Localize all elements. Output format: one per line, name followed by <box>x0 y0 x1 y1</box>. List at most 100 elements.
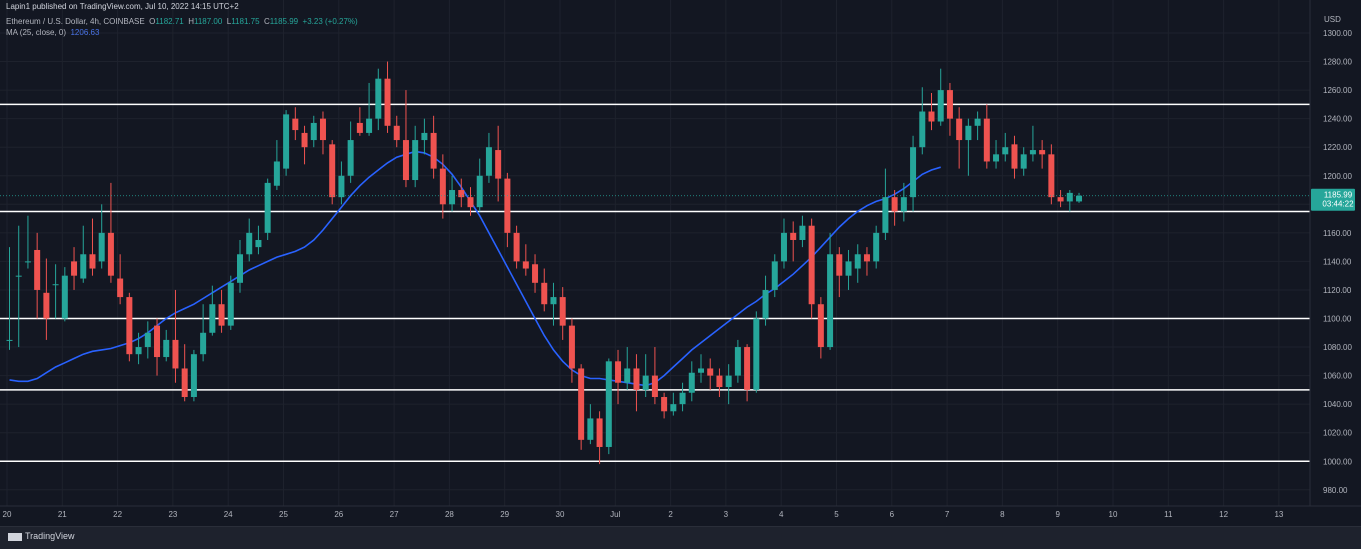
candle-body <box>338 175 345 198</box>
price-axis[interactable]: USD 1300.00 1280.00 1260.00 1240.00 1220.00 12… <box>1309 0 1361 526</box>
currency-label: USD <box>1324 15 1341 24</box>
x-tick-label: 12 <box>1219 510 1228 519</box>
candle-body <box>273 161 280 186</box>
candlesticks <box>6 61 1083 465</box>
candle-body <box>126 297 133 355</box>
x-tick-label: 27 <box>390 510 399 519</box>
candle-body <box>1057 197 1064 202</box>
candle-body <box>1029 150 1036 155</box>
candle-body <box>762 289 769 319</box>
candle-body <box>200 332 207 355</box>
last-price-value: 1185.99 <box>1324 191 1353 200</box>
candle-body <box>98 232 105 262</box>
candle-body <box>827 254 834 348</box>
candle-body <box>707 368 714 376</box>
candle-body <box>679 392 686 405</box>
y-tick-label: 1160.00 <box>1323 229 1352 238</box>
footer-bar: TradingView <box>0 526 1361 549</box>
x-tick-label: 13 <box>1274 510 1283 519</box>
publisher-line: Lapin1 published on TradingView.com, Jul… <box>6 2 239 11</box>
candle-body <box>624 368 631 383</box>
candle-body <box>983 118 990 162</box>
y-tick-label: 1240.00 <box>1323 115 1352 124</box>
candle-body <box>504 178 511 233</box>
low-value: 1181.75 <box>231 17 260 26</box>
ma-value: 1206.63 <box>70 28 100 37</box>
close-label: C <box>263 17 270 26</box>
candle-body <box>974 118 981 126</box>
candle-body <box>347 140 354 176</box>
candle-body <box>301 132 308 148</box>
candle-body <box>356 122 363 133</box>
candle-body <box>1048 154 1055 198</box>
candle-body <box>522 261 529 269</box>
time-axis[interactable]: 20 21 22 23 24 25 26 27 28 29 30 Jul 2 3 4 5 6 7 8 9 10 11 12 1… <box>0 505 1361 519</box>
y-tick-label: 1120.00 <box>1323 286 1352 295</box>
candle-body <box>255 239 262 248</box>
tradingview-logo[interactable]: TradingView <box>8 531 75 541</box>
candle-body <box>61 275 68 319</box>
candle-body <box>329 144 336 198</box>
candle-body <box>734 347 741 376</box>
last-price-bg <box>1311 188 1355 211</box>
candle-body <box>52 284 59 286</box>
candle-body <box>651 375 658 398</box>
moving-average <box>9 150 941 387</box>
candle-body <box>458 190 465 198</box>
candle-body <box>946 90 953 119</box>
candle-body <box>661 397 668 412</box>
candle-body <box>319 118 326 141</box>
candle-body <box>237 254 243 283</box>
candle-body <box>891 197 898 212</box>
y-tick-label: 1020.00 <box>1323 429 1352 438</box>
candle-body <box>716 375 723 388</box>
candle-body <box>190 354 197 398</box>
y-tick-label: 1140.00 <box>1323 257 1352 266</box>
low-label: L <box>226 17 232 26</box>
candle-body <box>790 232 797 240</box>
y-tick-label: 1220.00 <box>1323 143 1352 152</box>
x-tick-label: 21 <box>58 510 67 519</box>
ma-legend[interactable]: MA (25, close, 0) 1206.63 <box>6 28 99 37</box>
candle-body <box>6 339 13 341</box>
candle-body <box>218 304 225 326</box>
candle-body <box>402 140 409 181</box>
candle-body <box>532 264 539 283</box>
candle-body <box>495 150 502 179</box>
candle-body <box>541 282 548 305</box>
candle-body <box>910 147 917 198</box>
x-tick-label: 23 <box>168 510 177 519</box>
candle-body <box>163 339 170 358</box>
candle-body <box>882 197 889 233</box>
candle-body <box>375 78 382 119</box>
candle-body <box>467 197 474 208</box>
price-axis-bg <box>1310 0 1361 526</box>
candle-body <box>1039 150 1046 155</box>
candle-body <box>310 122 317 141</box>
x-tick-label: 20 <box>3 510 12 519</box>
candle-body <box>670 404 677 412</box>
candle-body <box>144 332 151 348</box>
candle-body <box>578 368 585 440</box>
candle-body <box>698 368 704 373</box>
candle-body <box>615 361 622 383</box>
candle-body <box>725 375 732 388</box>
close-value: 1185.99 <box>269 17 299 26</box>
candle-body <box>642 375 649 390</box>
x-tick-label: 2 <box>668 510 673 519</box>
candle-body <box>744 347 751 390</box>
y-tick-label: 1300.00 <box>1323 29 1352 38</box>
candle-body <box>366 118 373 133</box>
candle-body <box>753 318 760 390</box>
candle-body <box>559 297 566 326</box>
x-tick-label: 28 <box>445 510 454 519</box>
candle-body <box>292 118 299 131</box>
candle-body <box>264 182 271 233</box>
candle-body <box>1076 195 1083 202</box>
plot-background <box>0 0 1310 506</box>
candle-body <box>117 278 124 298</box>
open-value: 1182.71 <box>155 17 184 26</box>
candle-body <box>808 225 815 305</box>
candle-body <box>283 114 290 169</box>
